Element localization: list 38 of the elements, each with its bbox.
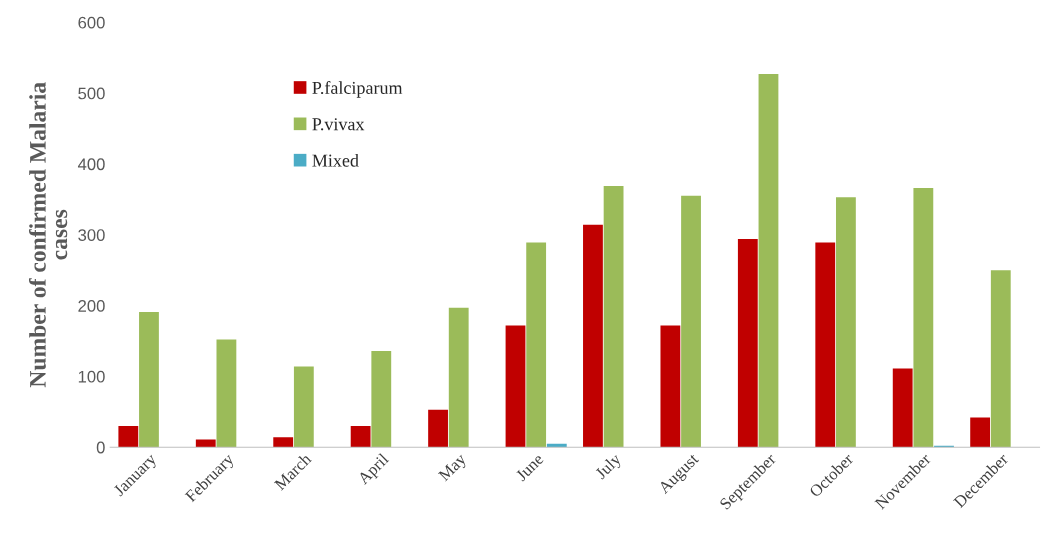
bar [603, 185, 624, 448]
legend-label: P.vivax [312, 118, 365, 131]
bar [660, 325, 681, 448]
bar [118, 425, 139, 448]
y-tick-label: 200 [78, 299, 105, 312]
bar [526, 242, 547, 448]
bar [990, 270, 1011, 448]
y-tick-label: 400 [77, 158, 105, 171]
bar [835, 197, 856, 448]
bar [216, 339, 237, 448]
bar [583, 224, 603, 448]
y-tick-label: 600 [78, 16, 105, 29]
bar [293, 366, 314, 448]
bar [892, 368, 913, 448]
y-tick-label: 500 [78, 87, 105, 100]
y-axis-title: Number of confirmed Malaria cases [28, 82, 68, 388]
bar [448, 307, 469, 448]
bar [737, 239, 758, 448]
bar [371, 350, 392, 448]
legend-label: Mixed [312, 153, 359, 167]
bar [350, 425, 371, 448]
y-tick-label: 0 [96, 441, 105, 454]
bar [970, 417, 991, 448]
bar [815, 242, 836, 448]
bar [505, 325, 526, 448]
bar [139, 311, 159, 448]
x-tick-label: May [437, 452, 470, 485]
bar [195, 439, 216, 448]
x-tick-label: July [594, 452, 625, 483]
bar [913, 188, 934, 448]
x-tick-label: June [515, 452, 545, 482]
y-tick-label: 300 [78, 229, 105, 241]
bar [758, 74, 779, 448]
bar [681, 195, 701, 448]
y-tick-label: 100 [78, 370, 105, 383]
bar [273, 437, 294, 448]
legend-label: P.falciparum [312, 81, 403, 98]
bar [428, 409, 448, 448]
